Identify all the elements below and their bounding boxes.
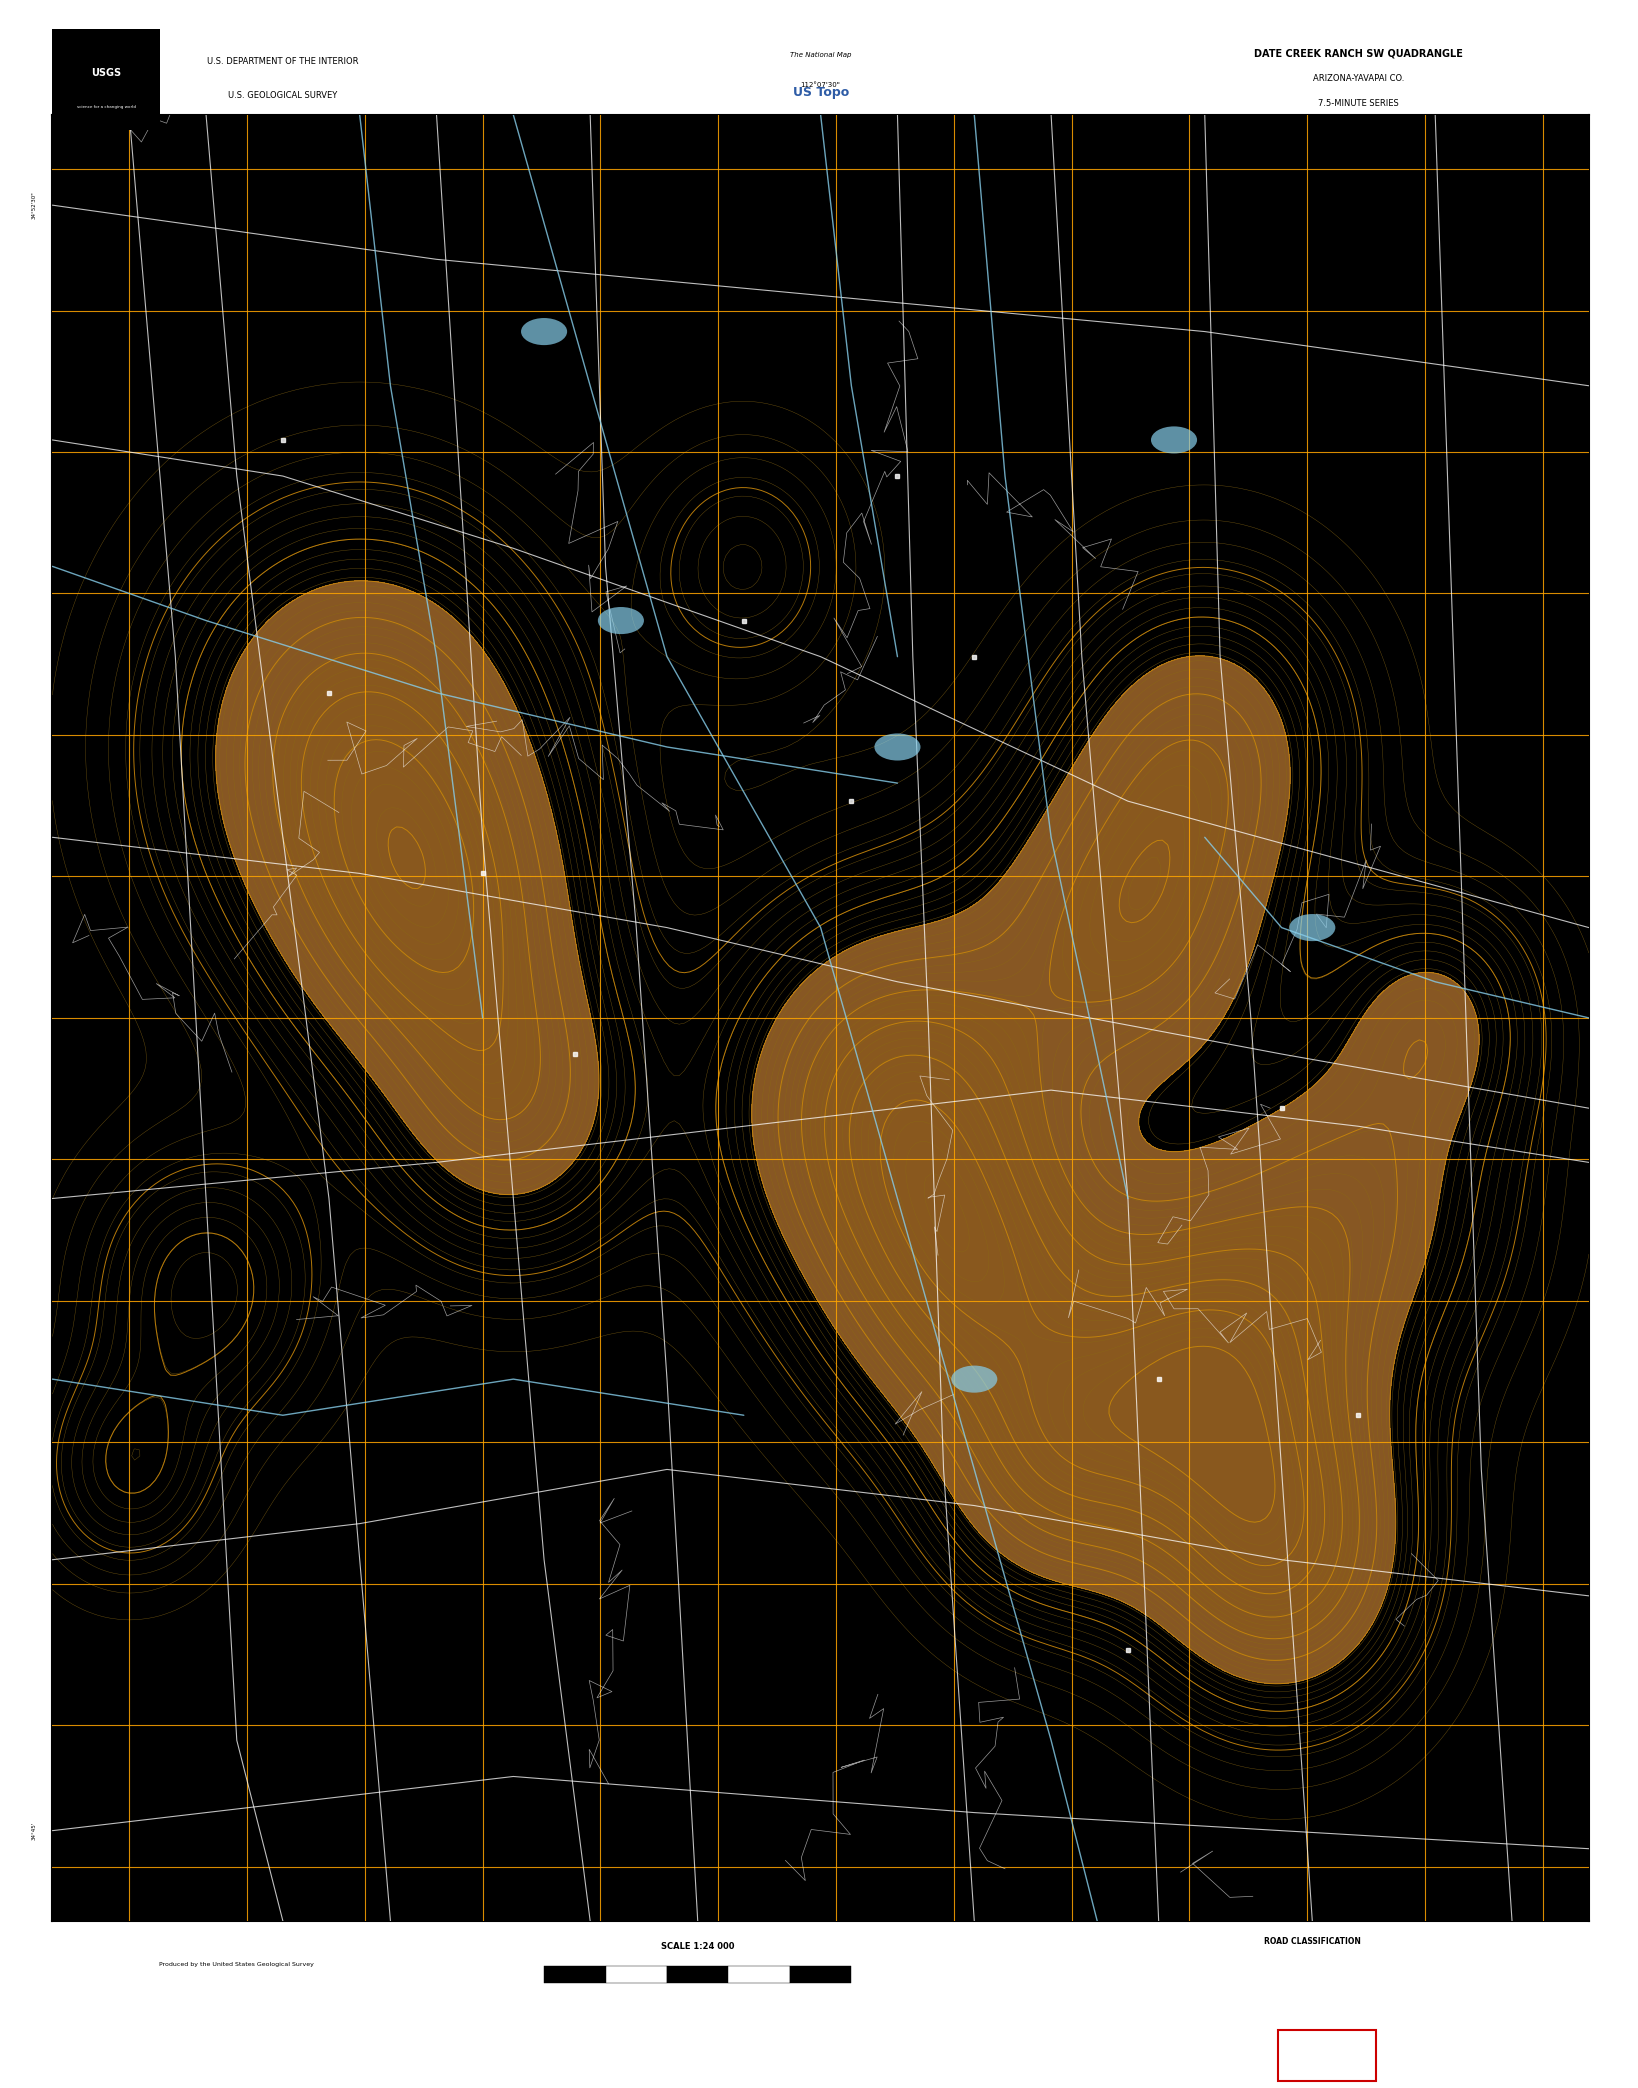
Text: 112°07'30": 112°07'30" — [801, 81, 840, 88]
Text: 34°45': 34°45' — [33, 1821, 38, 1840]
Text: Produced by the United States Geological Survey: Produced by the United States Geological… — [159, 1963, 314, 1967]
Ellipse shape — [875, 733, 921, 760]
Text: USGS: USGS — [92, 67, 121, 77]
Ellipse shape — [1289, 915, 1335, 942]
Bar — [1278, 2030, 1376, 2080]
Text: ARIZONA-YAVAPAI CO.: ARIZONA-YAVAPAI CO. — [1312, 73, 1404, 84]
Text: 7.5-MINUTE SERIES: 7.5-MINUTE SERIES — [1319, 98, 1399, 109]
Bar — [52, 29, 161, 129]
Text: U.S. GEOLOGICAL SURVEY: U.S. GEOLOGICAL SURVEY — [228, 92, 337, 100]
Bar — [729, 1967, 790, 1984]
Ellipse shape — [598, 608, 644, 635]
Text: DATE CREEK RANCH SW QUADRANGLE: DATE CREEK RANCH SW QUADRANGLE — [1255, 48, 1463, 58]
Text: 34°52'30": 34°52'30" — [33, 192, 38, 219]
Bar — [606, 1967, 667, 1984]
Bar — [544, 1967, 606, 1984]
Bar — [667, 1967, 729, 1984]
Text: SCALE 1:24 000: SCALE 1:24 000 — [662, 1942, 734, 1950]
Bar — [790, 1967, 852, 1984]
Ellipse shape — [1152, 426, 1197, 453]
Ellipse shape — [952, 1366, 998, 1393]
Ellipse shape — [521, 317, 567, 345]
Text: science for a changing world: science for a changing world — [77, 104, 136, 109]
Text: The National Map: The National Map — [790, 52, 852, 58]
Text: U.S. DEPARTMENT OF THE INTERIOR: U.S. DEPARTMENT OF THE INTERIOR — [206, 56, 359, 65]
Text: US Topo: US Topo — [793, 86, 848, 98]
Text: ROAD CLASSIFICATION: ROAD CLASSIFICATION — [1265, 1938, 1361, 1946]
Text: AZ: AZ — [1174, 2048, 1184, 2055]
